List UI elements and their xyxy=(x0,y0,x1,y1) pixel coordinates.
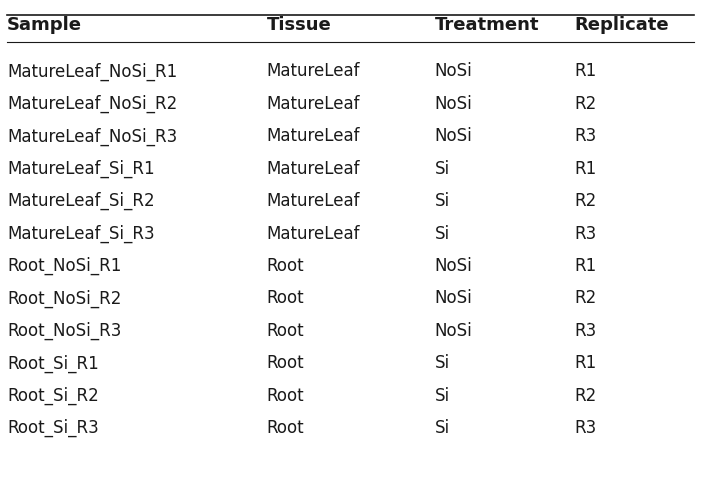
Text: Si: Si xyxy=(435,354,450,372)
Text: MatureLeaf_Si_R2: MatureLeaf_Si_R2 xyxy=(7,192,155,211)
Text: MatureLeaf: MatureLeaf xyxy=(266,127,360,145)
Text: Root_Si_R2: Root_Si_R2 xyxy=(7,387,99,405)
Text: Si: Si xyxy=(435,192,450,210)
Text: R1: R1 xyxy=(575,354,597,372)
Text: R1: R1 xyxy=(575,62,597,80)
Text: MatureLeaf: MatureLeaf xyxy=(266,160,360,178)
Text: Treatment: Treatment xyxy=(435,16,539,34)
Text: Tissue: Tissue xyxy=(266,16,331,34)
Text: Root: Root xyxy=(266,387,304,405)
Text: MatureLeaf_NoSi_R3: MatureLeaf_NoSi_R3 xyxy=(7,127,177,146)
Text: Root_NoSi_R2: Root_NoSi_R2 xyxy=(7,289,121,308)
Text: Si: Si xyxy=(435,419,450,437)
Text: R3: R3 xyxy=(575,127,597,145)
Text: Root: Root xyxy=(266,419,304,437)
Text: Sample: Sample xyxy=(7,16,82,34)
Text: Root_NoSi_R1: Root_NoSi_R1 xyxy=(7,257,121,275)
Text: Root: Root xyxy=(266,354,304,372)
Text: Root_Si_R3: Root_Si_R3 xyxy=(7,419,99,438)
Text: Si: Si xyxy=(435,160,450,178)
Text: NoSi: NoSi xyxy=(435,322,472,340)
Text: Si: Si xyxy=(435,225,450,243)
Text: NoSi: NoSi xyxy=(435,257,472,275)
Text: R2: R2 xyxy=(575,192,597,210)
Text: MatureLeaf_Si_R1: MatureLeaf_Si_R1 xyxy=(7,160,155,178)
Text: Root: Root xyxy=(266,289,304,307)
Text: Replicate: Replicate xyxy=(575,16,669,34)
Text: MatureLeaf: MatureLeaf xyxy=(266,95,360,113)
Text: Root_Si_R1: Root_Si_R1 xyxy=(7,354,99,373)
Text: R3: R3 xyxy=(575,322,597,340)
Text: NoSi: NoSi xyxy=(435,289,472,307)
Text: R1: R1 xyxy=(575,160,597,178)
Text: MatureLeaf: MatureLeaf xyxy=(266,62,360,80)
Text: MatureLeaf_Si_R3: MatureLeaf_Si_R3 xyxy=(7,225,155,243)
Text: R3: R3 xyxy=(575,419,597,437)
Text: R2: R2 xyxy=(575,387,597,405)
Text: Root_NoSi_R3: Root_NoSi_R3 xyxy=(7,322,121,340)
Text: MatureLeaf_NoSi_R2: MatureLeaf_NoSi_R2 xyxy=(7,95,177,113)
Text: Si: Si xyxy=(435,387,450,405)
Text: NoSi: NoSi xyxy=(435,127,472,145)
Text: Root: Root xyxy=(266,257,304,275)
Text: MatureLeaf: MatureLeaf xyxy=(266,225,360,243)
Text: R2: R2 xyxy=(575,289,597,307)
Text: R2: R2 xyxy=(575,95,597,113)
Text: MatureLeaf_NoSi_R1: MatureLeaf_NoSi_R1 xyxy=(7,62,177,81)
Text: NoSi: NoSi xyxy=(435,62,472,80)
Text: MatureLeaf: MatureLeaf xyxy=(266,192,360,210)
Text: R1: R1 xyxy=(575,257,597,275)
Text: Root: Root xyxy=(266,322,304,340)
Text: NoSi: NoSi xyxy=(435,95,472,113)
Text: R3: R3 xyxy=(575,225,597,243)
